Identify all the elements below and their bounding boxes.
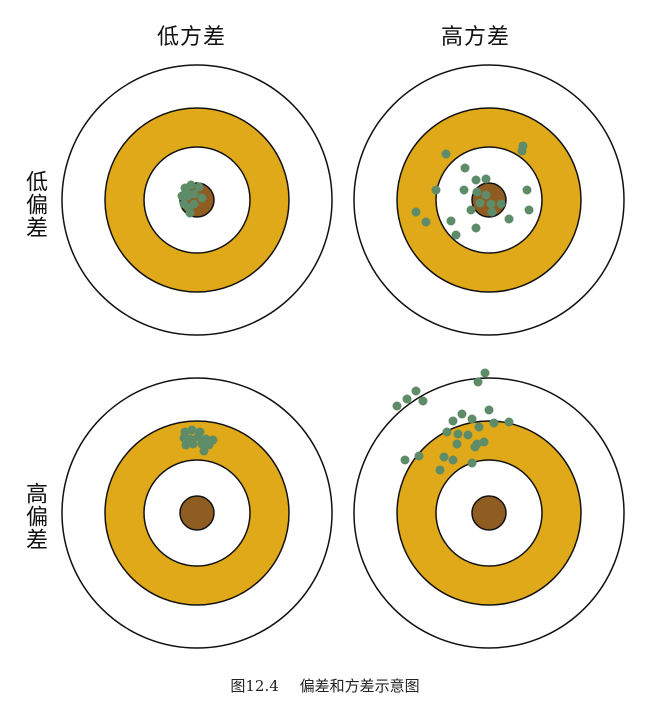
bullseye bbox=[471, 495, 507, 531]
shot-dot bbox=[496, 199, 506, 209]
bullseye bbox=[179, 495, 215, 531]
shot-dot bbox=[181, 440, 191, 450]
shot-dot bbox=[189, 199, 199, 209]
row-title-high-bias: 高偏差 bbox=[22, 482, 47, 551]
shot-dot bbox=[189, 189, 199, 199]
shot-dot bbox=[448, 416, 458, 426]
shot-dot bbox=[197, 193, 207, 203]
shot-dot bbox=[442, 427, 452, 437]
shot-dot bbox=[489, 418, 499, 428]
shot-dot bbox=[474, 422, 484, 432]
shot-dot bbox=[414, 451, 424, 461]
shot-dot bbox=[185, 208, 195, 218]
shot-dot bbox=[411, 386, 421, 396]
shot-dot bbox=[418, 396, 428, 406]
figure-title: 偏差和方差示意图 bbox=[299, 677, 420, 695]
target-low-bias-high-variance bbox=[353, 64, 625, 336]
shot-dot bbox=[481, 190, 491, 200]
shot-dot bbox=[467, 458, 477, 468]
shot-dot bbox=[435, 465, 445, 475]
shot-dot bbox=[411, 207, 421, 217]
shot-dot bbox=[479, 437, 489, 447]
shot-dot bbox=[457, 409, 467, 419]
shot-dot bbox=[439, 452, 449, 462]
shot-dot bbox=[480, 368, 490, 378]
shot-dot bbox=[471, 175, 481, 185]
shot-dot bbox=[473, 377, 483, 387]
shot-dot bbox=[504, 214, 514, 224]
shot-dot bbox=[459, 185, 469, 195]
shot-dot bbox=[504, 417, 514, 427]
shot-dot bbox=[431, 185, 441, 195]
figure-caption: 图12.4 偏差和方差示意图 bbox=[0, 675, 650, 696]
shot-dot bbox=[467, 414, 477, 424]
target-low-bias-low-variance bbox=[61, 64, 333, 336]
shot-dot bbox=[524, 205, 534, 215]
shot-dot bbox=[463, 430, 473, 440]
shot-dot bbox=[453, 429, 463, 439]
shot-dot bbox=[204, 440, 214, 450]
shot-dot bbox=[475, 198, 485, 208]
target-high-bias-low-variance bbox=[61, 377, 333, 649]
shot-dot bbox=[486, 199, 496, 209]
shot-dot bbox=[187, 425, 197, 435]
shot-dot bbox=[472, 187, 482, 197]
shot-dot bbox=[452, 439, 462, 449]
shot-dot bbox=[471, 223, 481, 233]
shot-dot bbox=[181, 186, 191, 196]
shot-dot bbox=[194, 182, 204, 192]
shot-dot bbox=[448, 455, 458, 465]
column-title-low-variance: 低方差 bbox=[157, 25, 227, 50]
shot-dot bbox=[421, 217, 431, 227]
column-title-high-variance: 高方差 bbox=[441, 25, 511, 50]
shot-dot bbox=[487, 207, 497, 217]
shot-dot bbox=[392, 401, 402, 411]
shot-dot bbox=[484, 405, 494, 415]
shot-dot bbox=[441, 149, 451, 159]
shot-dot bbox=[193, 432, 203, 442]
shot-dot bbox=[460, 163, 470, 173]
shot-dot bbox=[472, 439, 482, 449]
shot-dot bbox=[197, 439, 207, 449]
shot-dot bbox=[522, 185, 532, 195]
shot-dot bbox=[466, 205, 476, 215]
shot-dot bbox=[199, 446, 209, 456]
shot-dot bbox=[400, 455, 410, 465]
shot-dot bbox=[446, 216, 456, 226]
shot-dot bbox=[517, 146, 527, 156]
shot-dot bbox=[451, 230, 461, 240]
shot-dot bbox=[402, 394, 412, 404]
target-high-bias-high-variance bbox=[353, 368, 625, 649]
shot-dot bbox=[481, 174, 491, 184]
row-title-low-bias: 低偏差 bbox=[22, 170, 47, 239]
shot-dot bbox=[188, 439, 198, 449]
shot-dot bbox=[186, 180, 196, 190]
figure-number: 图12.4 bbox=[230, 677, 279, 695]
